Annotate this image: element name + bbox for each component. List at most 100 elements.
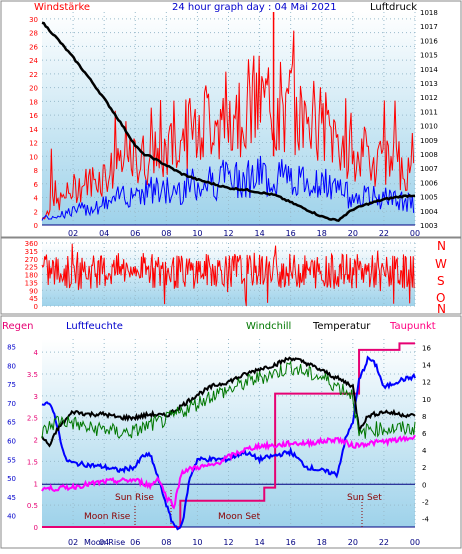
moon-rise-annotation: Moon Rise bbox=[84, 512, 131, 522]
time-tick-label: 02 bbox=[68, 229, 78, 238]
wind-tick-label: 10 bbox=[29, 153, 38, 161]
direction-tick-label: 90 bbox=[29, 287, 38, 295]
humidity-tick-label: 75 bbox=[7, 381, 16, 389]
time-tick-label: 20 bbox=[348, 229, 358, 238]
top-time-axis: 02 04 06 08 10 12 14 16 18 20 22 00 bbox=[42, 224, 420, 238]
time-tick-label: 10 bbox=[192, 229, 202, 238]
compass-n-top: N bbox=[437, 239, 446, 253]
rain-tick-label: 1.5 bbox=[27, 458, 38, 466]
wind-tick-label: 2 bbox=[34, 208, 38, 216]
temperature-tick-label: 12 bbox=[422, 379, 431, 387]
temperature-tick-label: -4 bbox=[422, 515, 430, 523]
time-tick-label: 06 bbox=[130, 538, 140, 547]
time-tick-label: 16 bbox=[286, 538, 296, 547]
pressure-tick-label: 1005 bbox=[420, 194, 438, 202]
pressure-tick-label: 1015 bbox=[420, 52, 438, 60]
pressure-tick-label: 1014 bbox=[420, 66, 438, 74]
rain-tick-label: 4 bbox=[34, 349, 39, 357]
bottom-panel-frame bbox=[0, 315, 462, 549]
windchill-line bbox=[41, 360, 416, 440]
wind-tick-label: 24 bbox=[29, 57, 38, 65]
pressure-tick-label: 1012 bbox=[420, 94, 438, 102]
rain-axis: 0 0.5 1 1.5 2 2.5 3 3.5 4 bbox=[27, 349, 39, 532]
top-panel-frame bbox=[0, 0, 462, 238]
temperature-tick-label: 2 bbox=[422, 464, 426, 472]
windchill-label: Windchill bbox=[246, 321, 291, 332]
compass-labels: N W S O N bbox=[435, 239, 447, 316]
humidity-tick-label: 85 bbox=[7, 344, 16, 352]
temperature-tick-label: -2 bbox=[422, 498, 429, 506]
luftdruck-label: Luftdruck bbox=[370, 2, 417, 13]
pressure-tick-label: 1003 bbox=[420, 222, 438, 230]
wind-tick-label: 14 bbox=[29, 126, 38, 134]
temperature-tick-label: 10 bbox=[422, 396, 431, 404]
moon-rise-axis-annotation: Moon Rise bbox=[84, 538, 125, 547]
time-tick-label: 00 bbox=[410, 538, 420, 547]
temperature-tick-label: 16 bbox=[422, 345, 431, 353]
direction-tick-label: 270 bbox=[25, 256, 38, 264]
moon-set-annotation: Moon Set bbox=[218, 512, 261, 522]
pressure-tick-label: 1016 bbox=[420, 37, 438, 45]
windstaerke-label: Windstärke bbox=[34, 2, 90, 13]
humidity-tick-label: 40 bbox=[7, 513, 16, 521]
rain-tick-label: 2 bbox=[34, 437, 38, 445]
temperature-axis: -4 -2 0 2 4 6 8 10 12 14 16 bbox=[422, 345, 431, 524]
rain-tick-label: 0 bbox=[34, 524, 38, 532]
pressure-tick-label: 1007 bbox=[420, 165, 438, 173]
direction-tick-label: 0 bbox=[34, 303, 38, 311]
wind-direction-series bbox=[41, 243, 415, 307]
humidity-tick-label: 50 bbox=[7, 475, 16, 483]
pressure-axis: 1003 1004 1005 1006 1007 1008 1009 1010 1011 1012… bbox=[420, 9, 438, 230]
rain-tick-label: 2.5 bbox=[27, 415, 38, 423]
wind-direction-line bbox=[41, 243, 415, 307]
wind-tick-label: 6 bbox=[34, 181, 39, 189]
direction-tick-label: 180 bbox=[25, 272, 38, 280]
time-tick-label: 08 bbox=[161, 229, 171, 238]
wind-tick-label: 20 bbox=[29, 85, 38, 93]
rain-tick-label: 3.5 bbox=[27, 371, 38, 379]
pressure-tick-label: 1006 bbox=[420, 179, 438, 187]
compass-o: O bbox=[436, 291, 445, 305]
time-tick-label: 14 bbox=[254, 229, 264, 238]
time-tick-label: 06 bbox=[130, 229, 140, 238]
rain-tick-label: 0.5 bbox=[27, 502, 38, 510]
time-tick-label: 10 bbox=[192, 538, 202, 547]
direction-tick-label: 315 bbox=[25, 248, 38, 256]
wind-tick-label: 4 bbox=[34, 195, 39, 203]
time-tick-label: 18 bbox=[317, 229, 327, 238]
time-tick-label: 14 bbox=[254, 538, 264, 547]
temperature-tick-label: 6 bbox=[422, 430, 427, 438]
humidity-tick-label: 80 bbox=[7, 362, 16, 370]
temperature-tick-label: 4 bbox=[422, 447, 427, 455]
temperatur-line bbox=[41, 356, 416, 448]
wind-gust-line bbox=[41, 30, 415, 220]
pressure-tick-label: 1009 bbox=[420, 137, 438, 145]
direction-grid bbox=[42, 242, 416, 307]
taupunkt-line bbox=[41, 434, 416, 510]
compass-s: S bbox=[437, 274, 445, 288]
luftfeuchte-line bbox=[41, 355, 416, 531]
regen-label: Regen bbox=[2, 321, 34, 332]
sun-set-annotation: Sun Set bbox=[347, 493, 382, 503]
pressure-tick-label: 1008 bbox=[420, 151, 438, 159]
wind-tick-label: 12 bbox=[29, 140, 38, 148]
temperature-tick-label: 8 bbox=[422, 413, 426, 421]
time-tick-label: 02 bbox=[68, 538, 78, 547]
humidity-tick-label: 65 bbox=[7, 419, 16, 427]
time-tick-label: 04 bbox=[99, 229, 109, 238]
pressure-tick-label: 1004 bbox=[420, 208, 438, 216]
time-tick-label: 16 bbox=[286, 229, 296, 238]
pressure-tick-label: 1018 bbox=[420, 9, 438, 17]
climate-series bbox=[41, 342, 416, 531]
pressure-line bbox=[41, 21, 416, 223]
time-tick-label: 08 bbox=[161, 538, 171, 547]
humidity-tick-label: 60 bbox=[7, 438, 16, 446]
pressure-tick-label: 1013 bbox=[420, 80, 438, 88]
compass-n-bottom: N bbox=[437, 302, 446, 316]
wind-pressure-plot-area bbox=[42, 12, 415, 225]
sun-rise-annotation: Sun Rise bbox=[115, 493, 154, 503]
